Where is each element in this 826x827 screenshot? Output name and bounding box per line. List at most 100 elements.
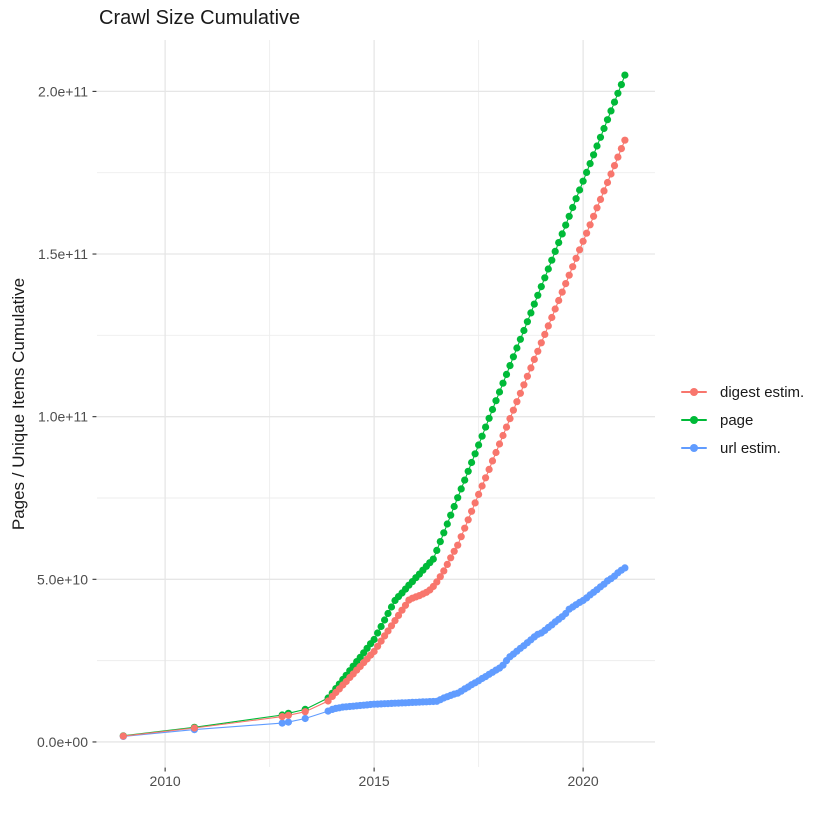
legend-key-point-icon xyxy=(681,385,707,399)
data-point xyxy=(593,142,601,150)
data-point xyxy=(447,511,455,519)
data-point xyxy=(562,221,570,229)
data-point xyxy=(555,296,563,305)
data-point xyxy=(576,246,584,254)
data-point xyxy=(301,708,309,716)
data-point xyxy=(284,711,292,719)
data-point xyxy=(387,603,396,611)
data-point xyxy=(506,415,514,423)
data-point xyxy=(583,168,591,176)
data-point xyxy=(119,732,127,740)
data-point xyxy=(495,388,504,396)
data-point xyxy=(478,432,486,440)
data-point xyxy=(530,355,538,363)
data-point xyxy=(614,89,622,97)
data-point xyxy=(583,229,591,237)
data-point xyxy=(433,578,441,586)
data-point xyxy=(485,465,493,473)
x-tick-label: 2020 xyxy=(568,773,599,789)
data-point xyxy=(610,98,619,106)
data-point xyxy=(544,322,552,330)
data-point xyxy=(548,313,556,322)
y-tick-label: 1.5e+11 xyxy=(38,246,88,262)
data-point xyxy=(509,353,517,361)
data-point xyxy=(381,616,389,624)
data-point xyxy=(558,288,566,296)
data-point xyxy=(495,440,504,448)
data-point xyxy=(468,458,476,467)
data-point xyxy=(370,647,378,656)
data-point xyxy=(572,195,580,203)
data-point xyxy=(617,81,626,89)
data-point xyxy=(621,136,629,144)
data-point xyxy=(516,389,525,397)
data-point xyxy=(370,635,378,644)
data-point xyxy=(523,372,532,380)
y-tick-label: 1.0e+11 xyxy=(38,409,88,425)
data-point xyxy=(278,713,286,721)
data-point xyxy=(387,622,396,630)
data-point xyxy=(377,622,385,631)
data-point xyxy=(537,283,545,291)
data-point xyxy=(541,330,549,338)
data-point xyxy=(600,124,608,133)
data-point xyxy=(509,406,517,414)
y-tick-label: 5.0e+10 xyxy=(37,571,88,587)
data-point xyxy=(384,609,392,618)
legend-label: url estim. xyxy=(720,439,781,457)
data-point xyxy=(471,450,479,458)
data-point xyxy=(596,133,605,141)
data-point xyxy=(579,237,587,245)
data-point xyxy=(541,274,549,282)
data-point xyxy=(534,291,542,299)
legend-label: page xyxy=(720,411,754,429)
data-point xyxy=(590,151,598,159)
legend-item-url-estim: url estim. xyxy=(681,434,804,462)
data-point xyxy=(523,318,532,326)
data-point xyxy=(324,697,332,705)
legend-item-digest-estim: digest estim. xyxy=(681,378,804,406)
data-point xyxy=(471,499,479,507)
data-point xyxy=(457,533,465,541)
data-point xyxy=(433,546,441,555)
data-point xyxy=(590,212,598,220)
data-point xyxy=(377,637,385,645)
data-point xyxy=(454,541,462,549)
data-point xyxy=(502,423,511,431)
x-tick-label: 2015 xyxy=(359,773,390,789)
data-point xyxy=(502,370,511,378)
data-point xyxy=(488,457,497,465)
data-point xyxy=(621,564,629,572)
data-point xyxy=(374,629,382,637)
data-point xyxy=(482,423,490,431)
data-point xyxy=(436,538,444,546)
data-point xyxy=(440,567,448,575)
data-point xyxy=(447,554,455,562)
data-point xyxy=(464,467,472,475)
data-point xyxy=(617,145,626,153)
data-point xyxy=(610,162,619,170)
data-point xyxy=(443,520,451,528)
data-point xyxy=(565,212,573,220)
data-point xyxy=(190,724,198,732)
data-point xyxy=(394,611,403,620)
data-point xyxy=(492,397,500,405)
data-point xyxy=(572,254,580,262)
legend-label: digest estim. xyxy=(720,383,805,401)
data-point xyxy=(461,524,469,532)
data-point xyxy=(401,601,410,609)
data-point xyxy=(579,177,587,185)
data-point xyxy=(499,431,507,440)
data-point xyxy=(576,186,584,194)
data-point xyxy=(475,441,483,449)
data-point xyxy=(603,116,612,124)
data-point xyxy=(374,642,382,650)
data-point xyxy=(569,203,577,212)
data-point xyxy=(450,547,458,555)
data-point xyxy=(454,494,462,502)
data-point xyxy=(513,344,521,352)
data-point xyxy=(475,490,483,498)
data-point xyxy=(527,364,535,372)
